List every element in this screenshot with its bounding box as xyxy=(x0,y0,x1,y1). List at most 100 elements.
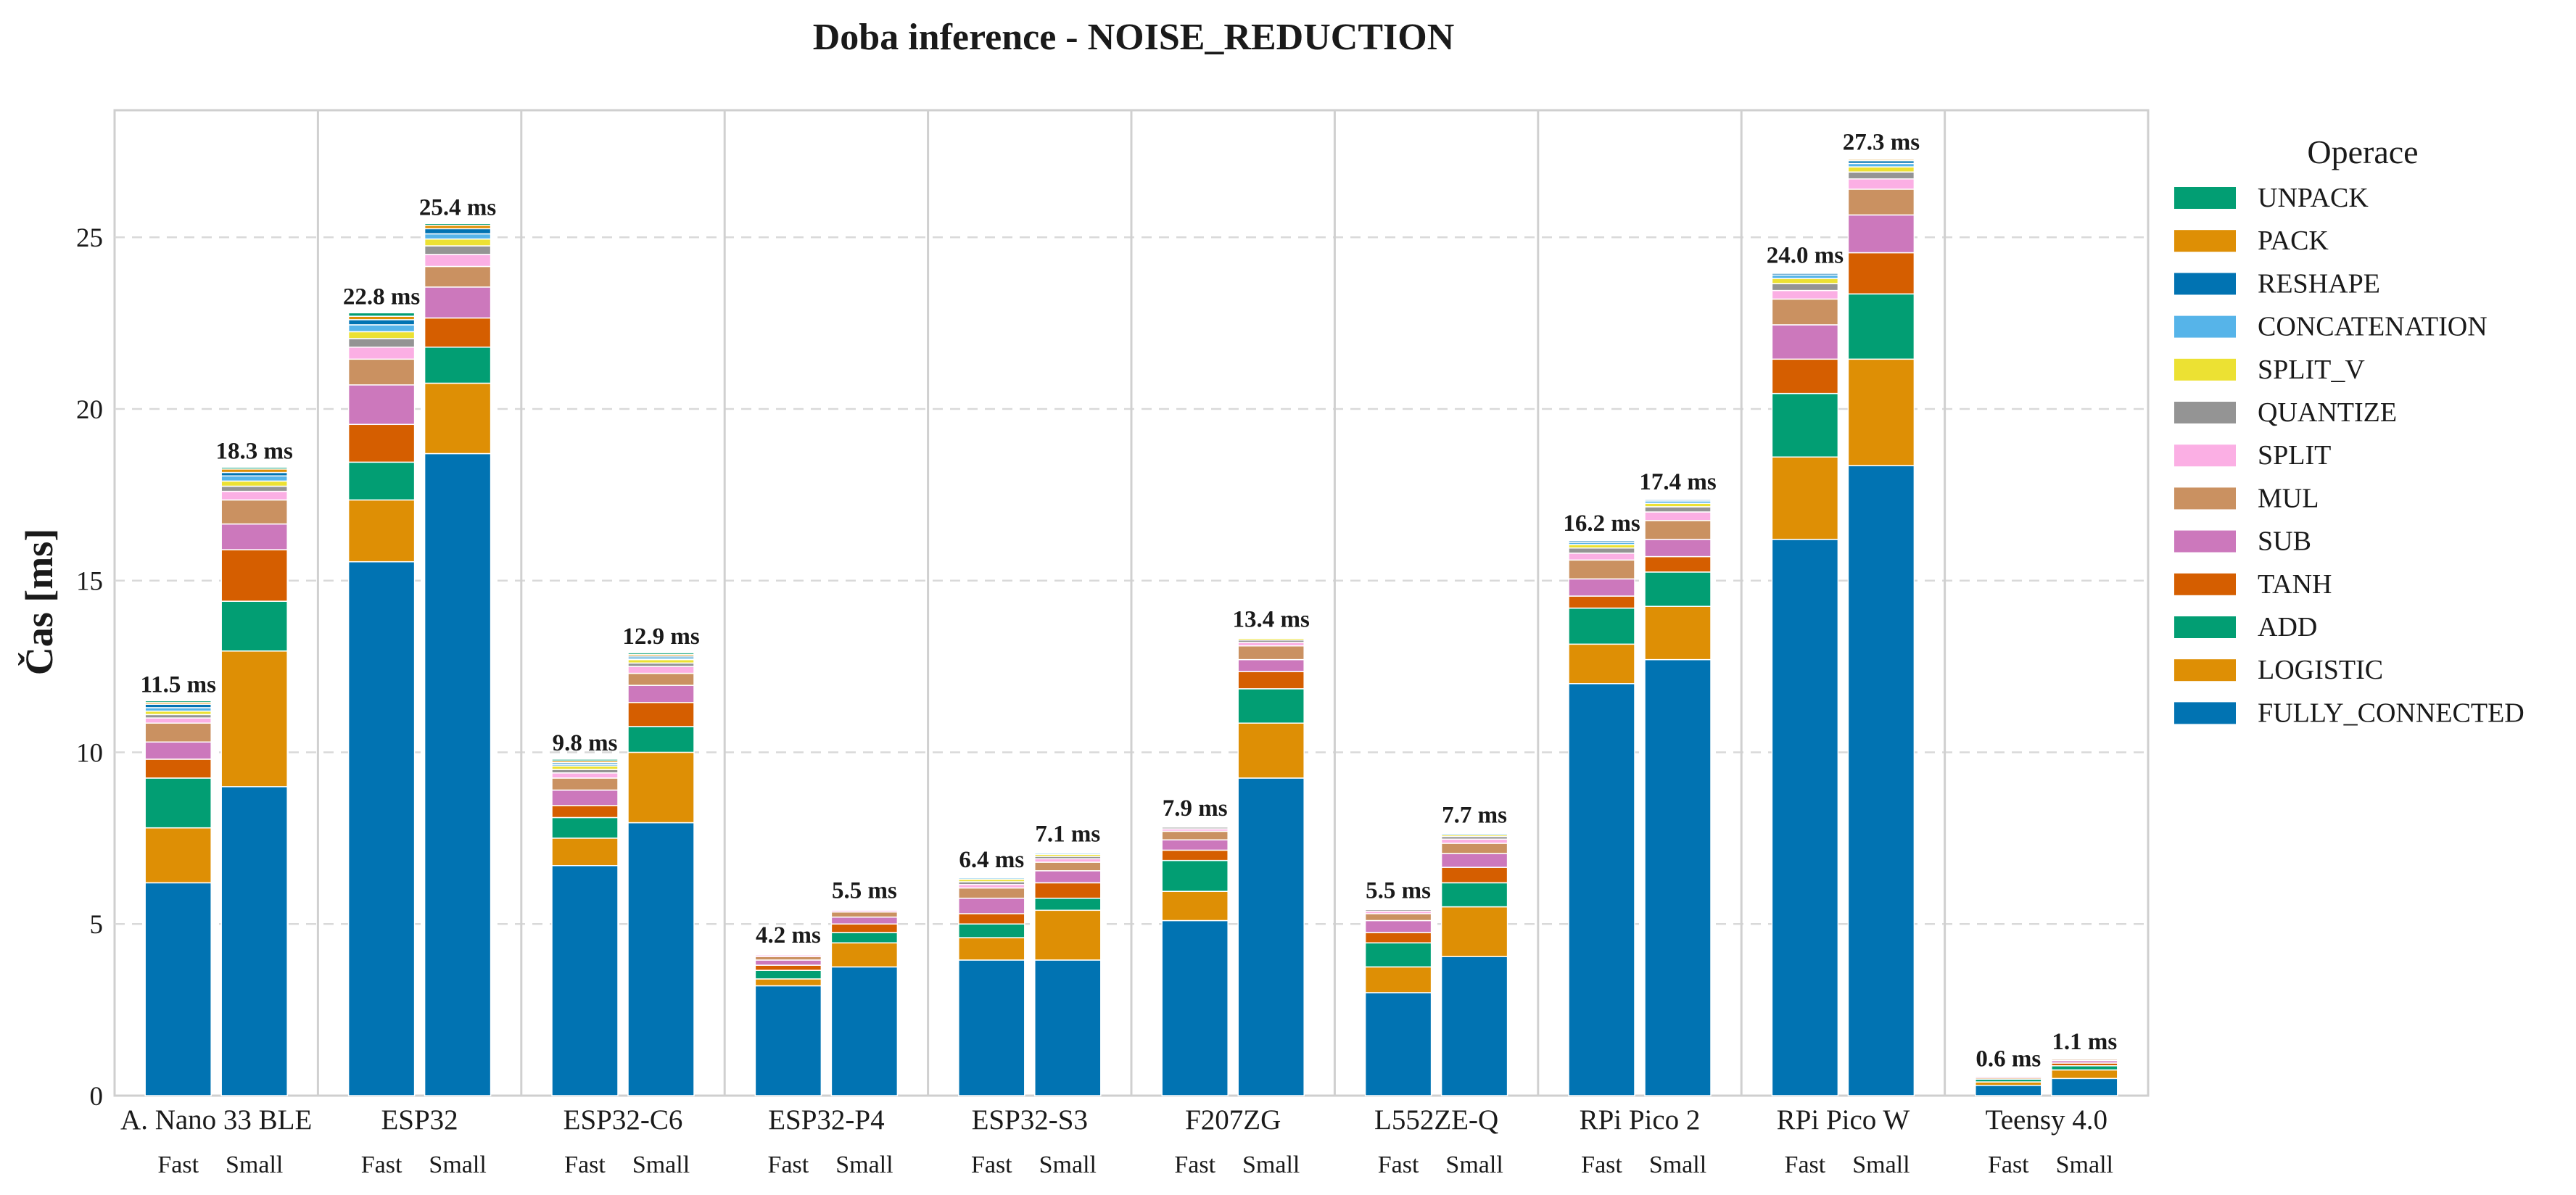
bar-segment-unpack xyxy=(220,466,288,470)
bar-segment-mul xyxy=(958,887,1025,899)
x-variant-label: Small xyxy=(632,1151,690,1178)
bar-segment-concatenation xyxy=(220,475,288,482)
bar-segment-add xyxy=(627,726,695,753)
bar-segment-quantize xyxy=(1771,283,1839,291)
bar-total-label: 6.4 ms xyxy=(959,847,1024,873)
x-variant-label: Fast xyxy=(361,1151,402,1178)
bar-segment-tanh xyxy=(1644,555,1712,573)
bar-total-label: 9.8 ms xyxy=(553,730,618,756)
bar-total-label: 4.2 ms xyxy=(756,922,821,948)
bar-segment-logistic xyxy=(1440,906,1508,957)
bar-segment-tanh xyxy=(627,702,695,727)
bar-segment-split xyxy=(1644,511,1712,521)
bar-segment-logistic xyxy=(1364,966,1432,993)
bar-segment-fully_connected xyxy=(144,882,212,1096)
bar-segment-split xyxy=(347,346,416,360)
legend-label: SPLIT_V xyxy=(2258,355,2365,385)
legend-swatch-quantize xyxy=(2174,402,2236,423)
bar-segment-add xyxy=(1034,897,1102,911)
bar-segment-fully_connected xyxy=(1847,465,1915,1096)
x-variant-label: Small xyxy=(1039,1151,1097,1178)
bar-segment-logistic xyxy=(754,978,822,987)
bar-segment-logistic xyxy=(627,751,695,824)
x-group-label: A. Nano 33 BLE xyxy=(120,1104,312,1136)
legend-label: SUB xyxy=(2258,526,2311,557)
bar-total-label: 13.4 ms xyxy=(1233,606,1310,632)
bar-segment-logistic xyxy=(958,937,1025,961)
bar-segment-add xyxy=(347,461,416,501)
bar-segment-logistic xyxy=(1034,909,1102,961)
bar-segment-reshape xyxy=(347,319,416,326)
bar-segment-logistic xyxy=(347,499,416,563)
bar-segment-split xyxy=(1771,289,1839,300)
bar-total-label: 7.1 ms xyxy=(1035,821,1100,847)
bar-segment-split_v xyxy=(424,238,492,247)
legend-swatch-split_v xyxy=(2174,358,2236,381)
bar-segment-add xyxy=(144,777,212,829)
legend-label: FULLY_CONNECTED xyxy=(2258,698,2525,728)
legend-swatch-logistic xyxy=(2174,659,2236,682)
bar-segment-mul xyxy=(1644,520,1712,540)
x-group-label: F207ZG xyxy=(1185,1104,1281,1136)
bar-segment-unpack xyxy=(1034,849,1102,852)
x-group-label: Teensy 4.0 xyxy=(1986,1104,2108,1136)
x-variant-label: Small xyxy=(429,1151,486,1178)
bar-segment-tanh xyxy=(1771,358,1839,394)
bar-segment-split_v xyxy=(1771,278,1839,284)
bar-segment-quantize xyxy=(1568,547,1635,554)
bar-segment-add xyxy=(1161,859,1229,893)
bar-segment-fully_connected xyxy=(1440,956,1508,1096)
bar-segment-tanh xyxy=(1568,595,1635,609)
bar-total-label: 1.1 ms xyxy=(2052,1029,2117,1055)
bar-segment-split xyxy=(1568,553,1635,561)
bar-segment-concatenation xyxy=(347,324,416,333)
bar-total-label: 5.5 ms xyxy=(832,878,897,904)
x-variant-label: Fast xyxy=(564,1151,606,1178)
bar-total-label: 12.9 ms xyxy=(622,624,699,650)
x-group-label: RPi Pico 2 xyxy=(1580,1104,1701,1136)
bar-segment-fully_connected xyxy=(220,786,288,1096)
x-variant-label: Small xyxy=(1649,1151,1706,1178)
bar-segment-split xyxy=(551,772,619,779)
bar-segment-fully_connected xyxy=(1644,658,1712,1096)
bar-total-label: 17.4 ms xyxy=(1639,469,1716,495)
x-group-label: ESP32-C6 xyxy=(564,1104,683,1136)
x-variant-label: Fast xyxy=(1988,1151,2029,1178)
bar-segment-sub xyxy=(144,741,212,760)
bar-segment-sub xyxy=(1161,839,1229,851)
y-tick-label: 0 xyxy=(90,1082,104,1112)
x-variant-label: Small xyxy=(1445,1151,1503,1178)
bar-segment-fully_connected xyxy=(1364,992,1432,1096)
bar-total-label: 7.7 ms xyxy=(1442,802,1507,828)
bar-segment-add xyxy=(1440,882,1508,908)
bar-segment-add xyxy=(1644,571,1712,607)
bar-segment-split xyxy=(220,490,288,501)
bar-segment-tanh xyxy=(1161,849,1229,861)
bar-segment-tanh xyxy=(144,758,212,779)
x-variant-label: Small xyxy=(1852,1151,1910,1178)
bar-segment-quantize xyxy=(1847,171,1915,180)
bar-total-label: 5.5 ms xyxy=(1366,878,1431,904)
x-variant-label: Small xyxy=(1242,1151,1300,1178)
x-variant-label: Fast xyxy=(768,1151,809,1178)
legend-swatch-concatenation xyxy=(2174,315,2236,338)
legend-swatch-add xyxy=(2174,616,2236,638)
bar-segment-fully_connected xyxy=(1771,539,1839,1096)
bar-segment-unpack xyxy=(1847,157,1915,160)
bar-segment-logistic xyxy=(1771,456,1839,540)
legend-swatch-fully_connected xyxy=(2174,702,2236,724)
bar-segment-split xyxy=(1440,838,1508,844)
x-group-label: RPi Pico W xyxy=(1777,1104,1910,1136)
bar-total-label: 27.3 ms xyxy=(1843,129,1920,155)
legend-swatch-sub xyxy=(2174,530,2236,553)
bar-segment-unpack xyxy=(1644,497,1712,500)
bar-total-label: 24.0 ms xyxy=(1767,243,1844,269)
x-variant-label: Small xyxy=(226,1151,283,1178)
legend-label: SPLIT xyxy=(2258,440,2331,471)
bar-segment-add xyxy=(754,969,822,980)
bar-segment-unpack xyxy=(1771,270,1839,273)
y-tick-label: 5 xyxy=(90,910,104,940)
x-variant-label: Small xyxy=(2056,1151,2113,1178)
bar-segment-tanh xyxy=(1440,867,1508,884)
